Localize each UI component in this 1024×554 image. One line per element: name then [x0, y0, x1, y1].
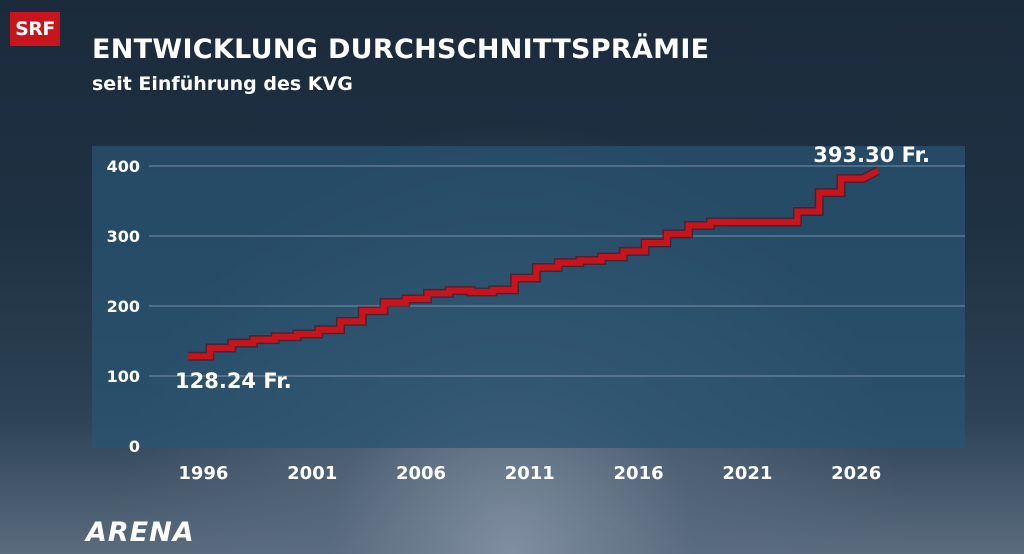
x-tick-label: 2006 [396, 463, 446, 484]
srf-logo: SRF [10, 12, 60, 46]
series-line-path [188, 168, 880, 360]
series-line [188, 166, 881, 361]
y-tick-label: 100 [107, 367, 140, 386]
grid-lines [149, 165, 965, 377]
chart-title: ENTWICKLUNG DURCHSCHNITTSPRÄMIE [92, 34, 710, 65]
end-value-label: 393.30 Fr. [813, 143, 930, 167]
arena-logo: ARENA [86, 517, 195, 548]
chart-subtitle: seit Einführung des KVG [92, 73, 353, 95]
x-tick-label: 2001 [287, 463, 337, 484]
y-axis-ticks: 0 100 200 300 400 [107, 157, 140, 456]
x-tick-label: 2026 [831, 463, 881, 484]
start-value-label: 128.24 Fr. [175, 369, 292, 393]
y-tick-label: 200 [107, 297, 140, 316]
x-axis-ticks: 1996 2001 2006 2011 2016 2021 2026 [178, 463, 881, 484]
x-tick-label: 1996 [178, 463, 228, 484]
x-tick-label: 2011 [505, 463, 555, 484]
y-tick-label: 300 [107, 227, 140, 246]
y-tick-label: 400 [107, 157, 140, 176]
x-tick-label: 2021 [722, 463, 772, 484]
y-tick-label: 0 [129, 437, 140, 456]
annotations: 128.24 Fr. 393.30 Fr. [175, 143, 930, 393]
x-tick-label: 2016 [614, 463, 664, 484]
